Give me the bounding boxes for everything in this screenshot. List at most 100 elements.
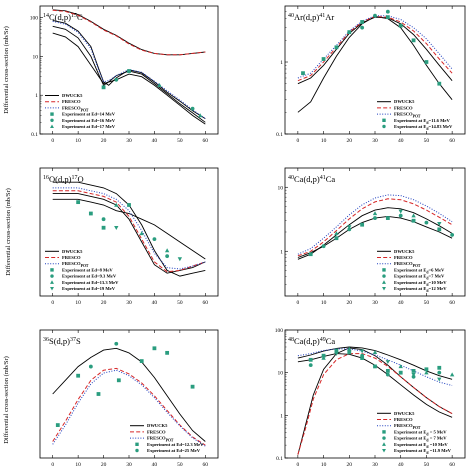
x-tick-label: 60 — [449, 138, 455, 144]
data-point — [101, 217, 106, 222]
legend-label: Experiment at Ed=25 MeV — [147, 448, 201, 453]
chart-panel: 0 10 20 30 40 50 600.1140Ar(d,p)41ArDWUCK5FRES… — [276, 5, 466, 144]
panel-title: 48Ca(d,p)49Ca — [288, 336, 335, 346]
panel-title: 14C(d,p)15C — [43, 12, 83, 22]
legend-label: FRESCO — [394, 255, 413, 260]
y-tick-label: 1 — [280, 249, 283, 255]
panel-title: 36S(d,p)37S — [43, 336, 81, 346]
data-point — [411, 213, 416, 218]
x-tick-label: 60 — [449, 462, 455, 468]
legend-label: Experiment at Ed=12.3 MeV — [147, 442, 204, 447]
legend-label: FRESCO — [147, 429, 166, 434]
legend-marker — [382, 268, 386, 272]
legend-label: Experiment at Ed=8 MeV — [62, 267, 113, 272]
data-point — [190, 106, 195, 111]
data-point — [347, 227, 352, 232]
y-tick-label: 100 — [275, 328, 284, 334]
series-line — [297, 353, 453, 455]
data-point — [360, 356, 365, 360]
x-tick-label: 30 — [126, 462, 132, 468]
data-point — [437, 377, 442, 382]
series-line — [52, 32, 206, 125]
x-tick-label: 30 — [126, 138, 132, 144]
data-point — [411, 38, 416, 43]
legend-marker — [50, 112, 54, 116]
data-point — [308, 252, 313, 257]
x-tick-label: 40 — [398, 462, 404, 468]
data-point — [88, 211, 93, 216]
x-tick-label: 40 — [152, 462, 158, 468]
data-point — [164, 248, 170, 253]
data-point — [424, 220, 429, 225]
x-tick-label: 60 — [203, 300, 209, 306]
legend-label: DWUCK5 — [147, 423, 168, 428]
y-tick-label: 10 — [33, 54, 39, 60]
legend-marker — [50, 286, 54, 291]
legend-label: Experiment at Ed=12 MeV — [394, 286, 447, 293]
data-point — [372, 350, 378, 355]
series-line — [52, 190, 206, 273]
data-point — [334, 231, 339, 236]
data-point — [424, 370, 429, 375]
series-line — [297, 15, 453, 113]
x-tick-label: 20 — [347, 462, 353, 468]
panel-title: 40Ar(d,p)41Ar — [288, 12, 334, 22]
legend-label: FRESCO — [394, 105, 413, 110]
y-tick-label: 1 — [280, 413, 283, 419]
legend-label: DWUCK5 — [394, 249, 415, 254]
x-tick-label: 30 — [372, 138, 378, 144]
y-tick-label: 100 — [30, 16, 39, 22]
x-tick-label: 40 — [152, 300, 158, 306]
legend-label: FRESCOPOT — [62, 105, 89, 112]
x-tick-label: 0 — [296, 300, 299, 306]
data-point — [334, 236, 339, 241]
data-point — [177, 257, 183, 262]
chart-panel: 0 10 20 30 40 50 60 Differential cross-section … — [3, 329, 219, 468]
x-tick-label: 10 — [75, 300, 81, 306]
data-point — [88, 364, 93, 369]
legend-label: Experiment at Ed=6 MeV — [394, 267, 445, 274]
series-line — [297, 353, 453, 418]
y-tick-label: 10 — [278, 371, 284, 377]
data-point — [321, 353, 326, 358]
data-point — [165, 350, 170, 355]
x-tick-label: 20 — [101, 138, 107, 144]
legend-label: Experiment at Ed=7 MeV — [394, 274, 445, 281]
x-tick-label: 60 — [203, 138, 209, 144]
data-point — [165, 254, 170, 259]
data-point — [76, 200, 81, 205]
data-point — [139, 231, 144, 236]
data-point — [373, 216, 377, 220]
x-tick-label: 20 — [101, 300, 107, 306]
data-point — [385, 15, 390, 20]
data-point — [398, 209, 403, 214]
data-point — [398, 370, 403, 375]
x-tick-label: 50 — [424, 462, 430, 468]
data-point — [360, 25, 365, 30]
legend-label: FRESCOPOT — [62, 261, 89, 268]
legend-label: Experiment at Ed = 5 MeV — [394, 429, 447, 436]
legend-label: DWUCK5 — [62, 93, 83, 98]
x-tick-label: 50 — [177, 138, 183, 144]
data-point — [127, 203, 131, 207]
plot-frame — [39, 329, 219, 459]
data-point — [437, 221, 442, 226]
data-point — [373, 364, 377, 369]
data-point — [347, 346, 352, 351]
data-point — [114, 77, 119, 82]
x-tick-label: 30 — [372, 300, 378, 306]
x-tick-label: 0 — [51, 300, 54, 306]
data-point — [127, 69, 131, 73]
x-tick-label: 20 — [347, 138, 353, 144]
data-point — [101, 85, 106, 90]
data-point — [321, 355, 326, 360]
x-tick-label: 10 — [75, 138, 81, 144]
data-point — [321, 57, 326, 61]
chart-panel: 0 10 20 30 40 50 60 0.1 1 10 100 48Ca(d,p)49Ca DWUCK… — [275, 328, 466, 468]
legend-label: Experiment at Ed=17 MeV — [62, 124, 116, 129]
y-tick-label: 0.1 — [31, 132, 38, 138]
series-line — [297, 348, 453, 386]
legend-label: FRESCOPOT — [394, 112, 421, 119]
series-line — [52, 347, 206, 442]
